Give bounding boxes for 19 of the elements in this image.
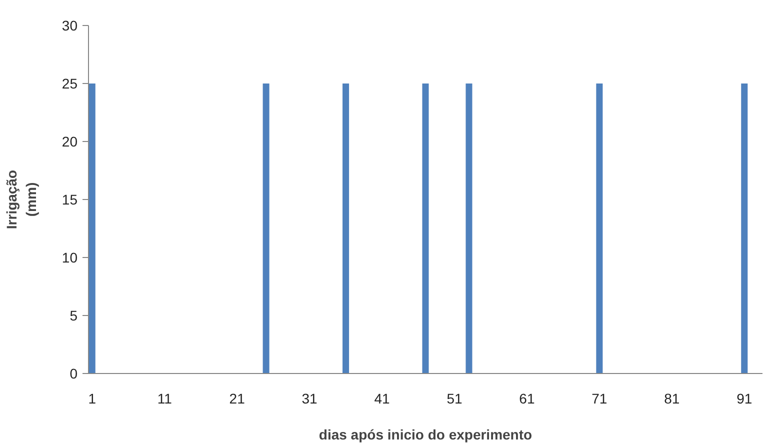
y-tick-label: 15: [62, 192, 78, 208]
y-tick-label: 20: [62, 134, 78, 150]
y-tick-label: 30: [62, 18, 78, 34]
x-axis-title: dias após inicio do experimento: [318, 426, 532, 442]
y-tick-label: 0: [70, 366, 78, 382]
x-tick-label: 21: [229, 390, 246, 406]
x-tick-label: 51: [446, 390, 462, 406]
x-tick-label: 91: [736, 390, 752, 406]
x-tick-label: 81: [664, 390, 680, 406]
x-tick-label: 11: [157, 390, 172, 406]
y-tick-label: 10: [62, 250, 78, 266]
x-tick-label: 41: [374, 390, 390, 406]
x-tick-label: 1: [88, 390, 96, 406]
x-tick-label: 31: [302, 390, 318, 406]
x-tick-label: 71: [592, 390, 608, 406]
y-tick-label: 5: [70, 308, 78, 324]
y-axis-title: Irrigação (mm): [4, 170, 39, 230]
x-tick-label: 61: [519, 390, 535, 406]
y-tick-label: 25: [62, 76, 78, 92]
